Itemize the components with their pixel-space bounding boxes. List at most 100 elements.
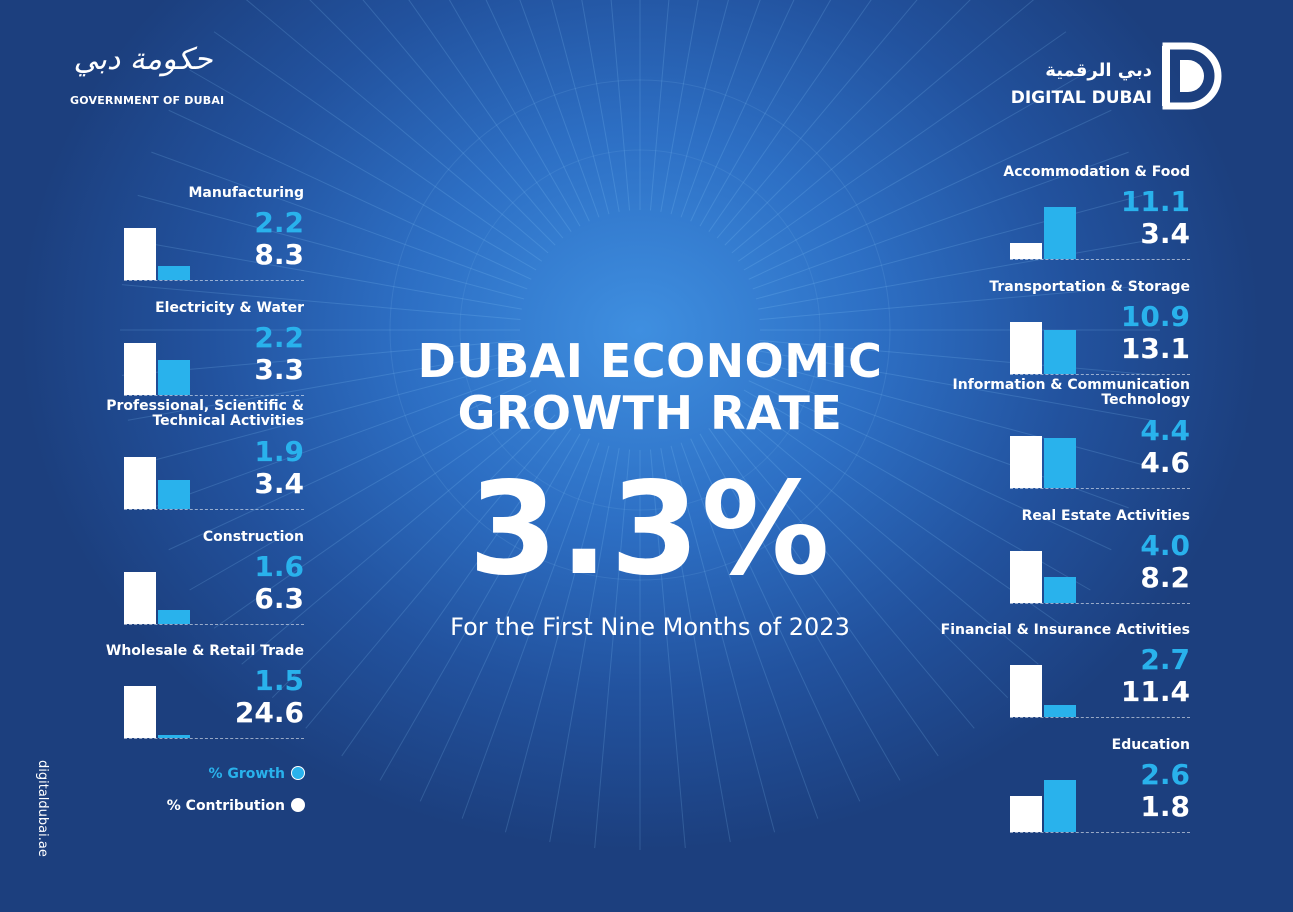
sector-divider	[124, 280, 304, 281]
contribution-value: 11.4	[1120, 675, 1190, 708]
sector-left-0: Manufacturing 2.2 8.3	[124, 186, 304, 296]
background-ray	[137, 360, 525, 466]
background-ray	[151, 151, 528, 290]
background-ray	[461, 442, 600, 819]
background-ray	[731, 406, 1039, 665]
background-ray	[127, 350, 522, 421]
gov-logo-arabic: حكومة دبي	[73, 42, 213, 77]
background-ray	[758, 239, 1153, 310]
background-ray	[549, 448, 620, 843]
background-ray	[649, 449, 686, 849]
background-ray	[151, 370, 528, 509]
background-ray	[419, 438, 590, 802]
contribution-value: 13.1	[1120, 331, 1190, 365]
contribution-value: 8.3	[254, 238, 304, 271]
contribution-value: 3.3	[254, 352, 304, 386]
growth-value: 10.9	[1120, 299, 1190, 333]
growth-value: 2.2	[254, 206, 304, 239]
background-ray	[716, 421, 975, 729]
background-ray	[448, 0, 581, 227]
background-ray	[271, 414, 556, 699]
growth-value: 1.5	[254, 664, 304, 697]
background-ray	[748, 380, 1112, 551]
growth-value: 11.1	[1120, 185, 1190, 218]
background-ray	[680, 0, 761, 218]
sector-divider	[124, 623, 304, 625]
background-ray	[759, 284, 1159, 321]
sector-label: Education	[1111, 736, 1190, 753]
page-title: DUBAI ECONOMIC GROWTH RATE	[360, 335, 940, 439]
sector-label-line-2: Technology	[1101, 392, 1190, 408]
sector-left-4: Wholesale & Retail Trade 1.5 24.6	[106, 644, 304, 754]
sector-bars	[124, 455, 194, 509]
growth-bar	[1044, 438, 1076, 488]
sector-bars	[124, 684, 194, 738]
background-ray	[305, 421, 564, 729]
sector-bars	[1010, 778, 1080, 832]
sector-label: Construction	[202, 528, 304, 545]
digital-dubai-d-icon	[1162, 42, 1222, 110]
background-ray	[213, 398, 542, 629]
dd-logo-arabic: دبي الرقمية	[1045, 60, 1152, 81]
sector-label: Information & Communication Technology	[953, 378, 1190, 408]
contribution-bar	[124, 686, 156, 738]
background-ray	[680, 442, 819, 819]
digital-dubai-logo: دبي الرقمية DIGITAL DUBAI	[1011, 40, 1230, 112]
background-ray	[743, 69, 1091, 271]
background-ray	[755, 194, 1143, 300]
sector-divider	[124, 394, 304, 396]
growth-value: 2.2	[254, 320, 304, 354]
contribution-bar	[1010, 795, 1042, 832]
background-ray	[758, 350, 1153, 421]
title-line-1: DUBAI ECONOMIC	[417, 334, 883, 388]
growth-value: 2.6	[1140, 757, 1190, 791]
growth-value: 1.9	[254, 435, 304, 468]
government-of-dubai-logo: حكومة دبي GOVERNMENT OF DUBAI	[68, 42, 228, 112]
growth-dot-icon	[291, 766, 305, 780]
contribution-bar	[1010, 550, 1042, 603]
sector-bars	[124, 341, 194, 395]
gov-logo-english: GOVERNMENT OF DUBAI	[70, 94, 225, 107]
background-ray	[660, 448, 731, 843]
sector-label: Manufacturing	[188, 185, 305, 201]
sector-bars	[1010, 205, 1080, 259]
sector-label: Professional, Scientific & Technical Acti…	[106, 399, 304, 429]
growth-bar	[158, 359, 190, 395]
background-ray	[699, 0, 832, 227]
background-ray	[362, 0, 564, 239]
sector-label: Wholesale & Retail Trade	[105, 643, 304, 659]
sector-divider	[1010, 602, 1190, 604]
growth-bar	[1044, 207, 1076, 259]
sector-bars	[1010, 320, 1080, 374]
sector-divider	[124, 738, 304, 739]
sector-label-line-2: Technical Activities	[152, 413, 304, 429]
contribution-bar	[1010, 243, 1042, 259]
growth-bar	[158, 479, 190, 509]
contribution-bar	[1010, 665, 1042, 717]
growth-value: 4.4	[1140, 414, 1190, 447]
sector-right-1: Transportation & Storage 10.9 13.1	[989, 279, 1190, 390]
sector-right-5: Education 2.6 1.8	[1010, 736, 1190, 848]
contribution-value: 6.3	[254, 581, 304, 615]
background-ray	[752, 151, 1129, 290]
sector-label: Real Estate Activities	[1021, 507, 1190, 524]
contribution-bar	[124, 342, 156, 395]
background-ray	[670, 0, 729, 215]
contribution-value: 8.2	[1140, 560, 1190, 594]
background-ray	[699, 433, 901, 781]
contribution-value: 1.8	[1140, 789, 1190, 823]
sector-divider	[124, 509, 304, 510]
sector-divider	[1010, 717, 1190, 718]
background-ray	[519, 0, 600, 218]
background-ray	[551, 0, 610, 215]
background-ray	[241, 406, 549, 665]
background-ray	[485, 0, 590, 222]
legend-growth: % Growth	[208, 766, 305, 782]
sector-right-3: Real Estate Activities 4.0 8.2	[1010, 507, 1190, 619]
title-line-2: GROWTH RATE	[457, 386, 843, 440]
website-url-text: digitaldubai.ae	[35, 760, 50, 857]
background-ray	[581, 0, 620, 212]
sector-bars	[124, 570, 194, 624]
contribution-bar	[1010, 436, 1042, 488]
background-ray	[213, 31, 542, 262]
